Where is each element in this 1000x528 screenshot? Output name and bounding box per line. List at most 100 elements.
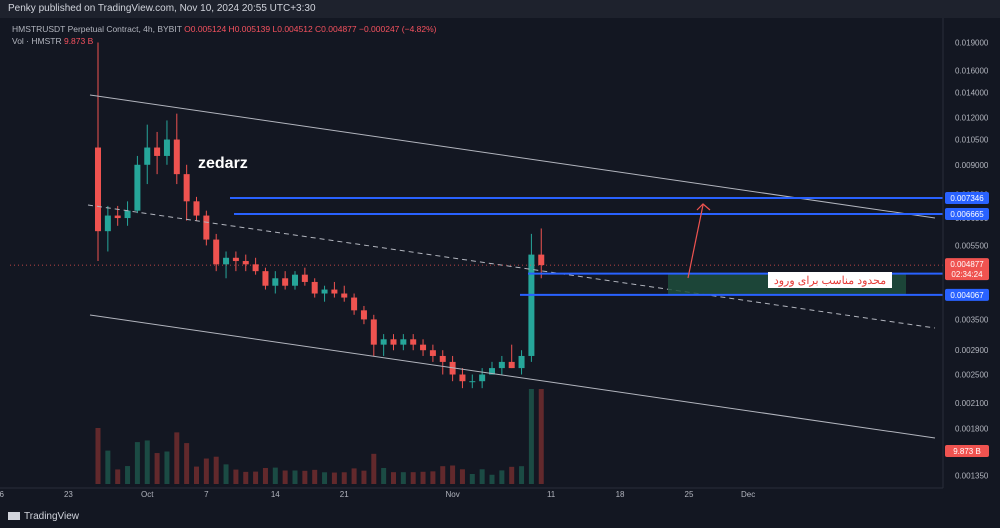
level-price-label: 0.007346 [950, 194, 984, 203]
volume-axis-label: 9.873 B [953, 447, 981, 456]
volume-bar [479, 469, 485, 484]
volume-bar [125, 466, 131, 484]
candle-body [489, 368, 495, 375]
candle-body [528, 254, 535, 356]
volume-bar [144, 440, 150, 484]
price-tick: 0.001800 [955, 424, 989, 433]
volume-bar [194, 466, 199, 484]
candle-body [380, 339, 387, 345]
time-tick: Oct [141, 490, 154, 499]
candle-body [262, 271, 269, 286]
candle-body [173, 139, 180, 175]
time-tick: 18 [616, 490, 625, 499]
volume-bar [272, 467, 278, 484]
candle-body [163, 139, 170, 156]
level-price-label-bg [945, 288, 989, 301]
volume-bar [459, 469, 465, 484]
volume-bar [450, 465, 456, 484]
symbol-legend: HMSTRUSDT Perpetual Contract, 4h, BYBIT … [12, 24, 437, 34]
dashed-midline [87, 204, 936, 329]
price-tick: 0.010500 [955, 136, 989, 145]
volume-legend: Vol · HMSTR 9.873 B [12, 36, 93, 46]
candle-body [232, 257, 239, 262]
candle-body [301, 274, 308, 282]
volume-bar [154, 453, 160, 484]
price-tick: 0.005500 [955, 241, 989, 250]
currency-button[interactable]: USDT [948, 23, 990, 41]
arrow-head-icon [696, 203, 711, 211]
volume-bar [361, 470, 367, 484]
candle-body [95, 147, 101, 232]
volume-bar [371, 453, 377, 484]
candle-body [223, 257, 230, 265]
last-price-label-bg [945, 258, 989, 281]
volume-bar [519, 466, 525, 484]
volume-bar [213, 456, 219, 484]
candle-body [203, 215, 210, 240]
volume-bar [95, 428, 101, 484]
time-tick: 25 [685, 490, 694, 499]
candle-body [449, 361, 456, 375]
candle-body [508, 361, 515, 369]
volume-bar [322, 472, 328, 484]
time-tick: Nov [445, 490, 459, 499]
candle-body [104, 215, 111, 232]
level-price-label: 0.004629 [950, 270, 984, 279]
ohlc-values: O0.005124 H0.005139 L0.004512 C0.004877 … [184, 24, 437, 34]
volume-bar [302, 470, 308, 484]
candle-body [331, 289, 338, 294]
price-tick: 0.001350 [955, 471, 989, 480]
time-tick: 11 [547, 490, 556, 499]
symbol-title: HMSTRUSDT Perpetual Contract, 4h, BYBIT [12, 24, 182, 34]
time-tick: 14 [271, 490, 280, 499]
volume-bar [223, 464, 229, 484]
price-tick: 0.002100 [955, 399, 989, 408]
volume-bar [282, 470, 288, 484]
channel-lower-line [89, 314, 936, 439]
volume-bar [410, 472, 416, 484]
candle-body [242, 261, 249, 265]
price-axis-bg [943, 18, 1000, 506]
footer-bar [0, 506, 1000, 528]
tradingview-logo[interactable]: TradingView [8, 511, 79, 522]
entry-zone-label-bg [768, 272, 892, 288]
candle-body [390, 339, 397, 345]
volume-bar [351, 468, 357, 484]
candle-body [272, 278, 279, 286]
candle-body [144, 147, 151, 165]
volume-bar [489, 474, 495, 484]
candle-body [439, 355, 446, 362]
candle-body [479, 374, 486, 382]
candle-body [410, 339, 417, 345]
volume-bar [499, 470, 505, 484]
volume-bar [528, 389, 534, 484]
volume-bar [312, 469, 318, 484]
price-tick: 0.002500 [955, 371, 989, 380]
volume-value: 9.873 B [63, 36, 94, 46]
candle-body [114, 215, 121, 219]
tradingview-mark-icon [8, 512, 20, 521]
volume-bar [115, 469, 121, 484]
candle-body [469, 381, 476, 383]
level-price-label-bg [945, 267, 989, 280]
level-price-label: 0.006665 [950, 210, 984, 219]
time-tick: 16 [0, 490, 4, 499]
volume-bar [292, 470, 298, 484]
volume-bar [420, 471, 426, 484]
candle-body [193, 201, 200, 216]
candle-body [154, 147, 161, 156]
price-tick: 0.001550 [955, 449, 989, 458]
candle-body [183, 174, 190, 202]
volume-bar [469, 473, 475, 484]
candle-body [351, 297, 358, 311]
time-tick: 7 [204, 490, 209, 499]
volume-bars [95, 389, 544, 484]
time-tick: Dec [741, 490, 755, 499]
price-tick: 0.009000 [955, 161, 989, 170]
volume-bar [381, 467, 387, 484]
channel-upper-line [89, 94, 936, 219]
volume-axis-label-bg [945, 445, 989, 457]
zedarz-watermark: zedarz [198, 155, 248, 172]
entry-zone-label: محدود مناسب برای ورود [774, 275, 886, 287]
